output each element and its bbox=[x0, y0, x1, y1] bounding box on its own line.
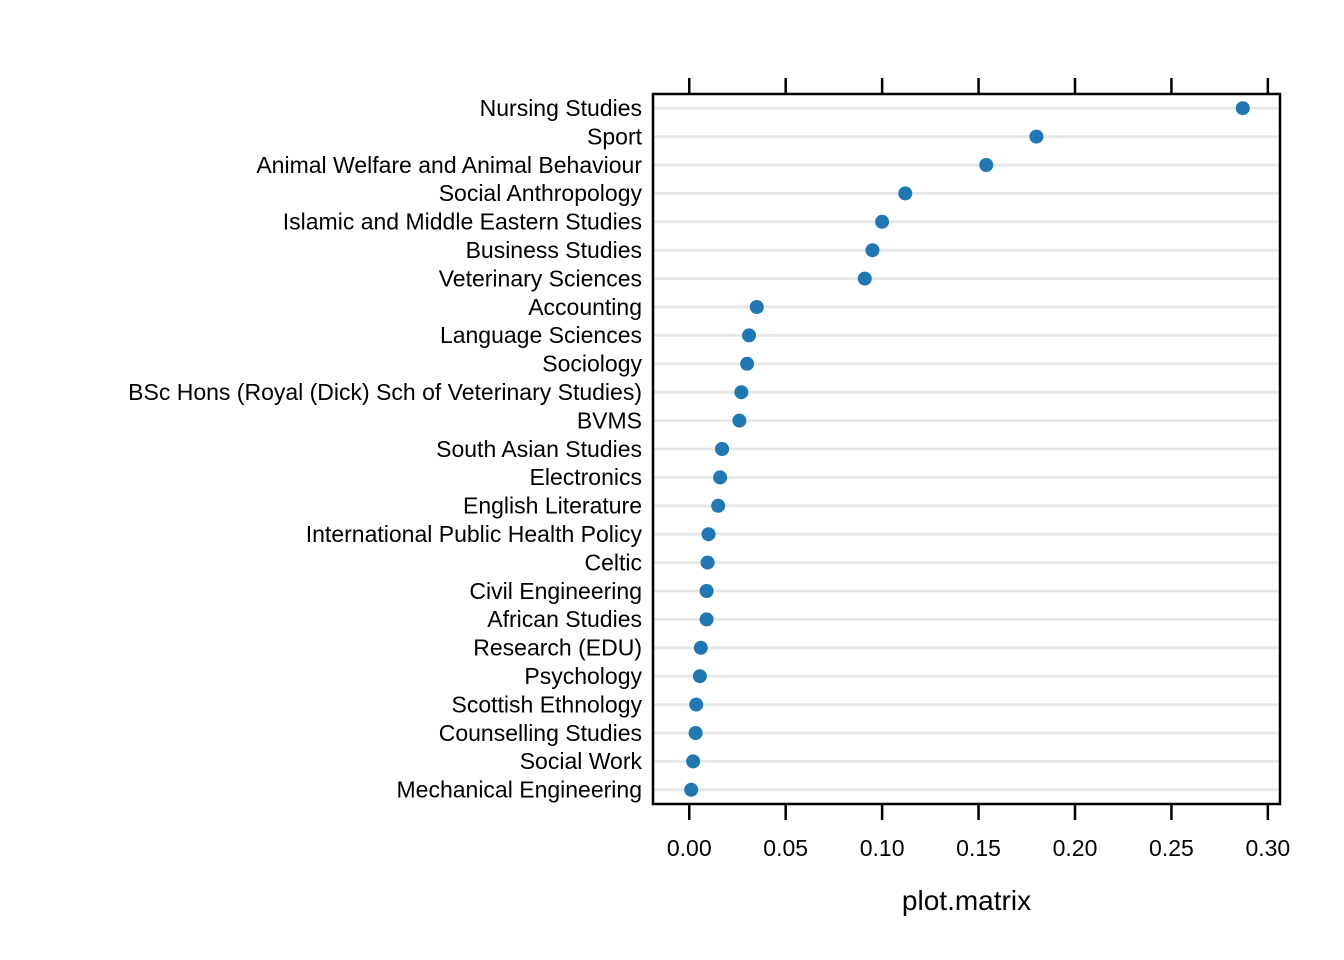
y-axis-label: Social Work bbox=[520, 748, 643, 774]
y-axis-label: Civil Engineering bbox=[469, 578, 642, 604]
data-point bbox=[734, 385, 749, 400]
data-point bbox=[857, 271, 872, 286]
x-axis-tick-label: 0.20 bbox=[1053, 835, 1098, 861]
y-axis-label: Mechanical Engineering bbox=[397, 777, 643, 803]
y-axis-label: English Literature bbox=[463, 493, 642, 519]
data-point bbox=[742, 328, 757, 343]
data-point bbox=[713, 470, 728, 485]
y-axis-label: Business Studies bbox=[466, 237, 642, 263]
y-axis-label: South Asian Studies bbox=[436, 436, 642, 462]
data-point bbox=[715, 442, 730, 456]
data-point bbox=[699, 584, 714, 598]
y-axis-label: Sport bbox=[587, 123, 643, 149]
x-axis-tick-label: 0.00 bbox=[667, 835, 712, 861]
panel-border bbox=[651, 92, 1282, 806]
y-axis-label: Accounting bbox=[528, 294, 642, 320]
y-axis-label: Islamic and Middle Eastern Studies bbox=[283, 209, 642, 235]
data-point bbox=[749, 300, 764, 314]
data-point bbox=[711, 498, 726, 513]
data-point bbox=[875, 214, 890, 229]
x-axis-tick-label: 0.15 bbox=[956, 835, 1001, 861]
data-point bbox=[684, 782, 699, 797]
y-axis-label: Counselling Studies bbox=[439, 720, 642, 746]
data-point bbox=[701, 527, 716, 542]
y-axis-label: Celtic bbox=[584, 549, 642, 575]
data-point bbox=[700, 555, 715, 570]
y-axis-label: African Studies bbox=[487, 606, 642, 632]
y-axis-label: Animal Welfare and Animal Behaviour bbox=[256, 152, 642, 178]
y-axis-label: Electronics bbox=[530, 464, 642, 490]
data-point bbox=[740, 356, 755, 371]
y-axis-label: BVMS bbox=[577, 407, 642, 433]
x-axis-tick-label: 0.10 bbox=[860, 835, 905, 861]
x-axis-title: plot.matrix bbox=[902, 885, 1031, 916]
data-point bbox=[686, 754, 701, 769]
x-axis-tick-labels: 0.00 0.05 0.10 0.15 0.20 0.25 0.30 bbox=[667, 835, 1290, 861]
gridlines bbox=[653, 106, 1280, 792]
x-axis-tick-label: 0.05 bbox=[763, 835, 808, 861]
y-axis-label: Veterinary Sciences bbox=[439, 265, 642, 291]
data-point bbox=[693, 640, 708, 655]
y-axis-label: Social Anthropology bbox=[439, 180, 643, 206]
y-axis-label: Sociology bbox=[542, 351, 642, 377]
data-point bbox=[699, 612, 714, 627]
x-axis-tick-label: 0.25 bbox=[1149, 835, 1194, 861]
y-axis-label: Language Sciences bbox=[440, 322, 642, 348]
data-point bbox=[1235, 101, 1250, 116]
y-axis-label: BSc Hons (Royal (Dick) Sch of Veterinary… bbox=[128, 379, 642, 405]
data-point bbox=[688, 726, 703, 740]
y-axis-label: Research (EDU) bbox=[473, 635, 642, 661]
data-point bbox=[865, 243, 880, 258]
y-axis-label: International Public Health Policy bbox=[306, 521, 643, 547]
data-points bbox=[684, 101, 1250, 797]
y-axis-label: Scottish Ethnology bbox=[451, 691, 642, 717]
data-point bbox=[979, 158, 994, 172]
axis-ticks bbox=[688, 78, 1270, 820]
y-axis-label: Psychology bbox=[524, 663, 642, 689]
data-point bbox=[732, 413, 747, 428]
data-point bbox=[689, 697, 704, 712]
y-axis-label: Nursing Studies bbox=[480, 95, 642, 121]
data-point bbox=[898, 186, 913, 201]
data-point bbox=[692, 669, 707, 684]
data-point bbox=[1029, 129, 1044, 144]
x-axis-tick-label: 0.30 bbox=[1245, 835, 1290, 861]
